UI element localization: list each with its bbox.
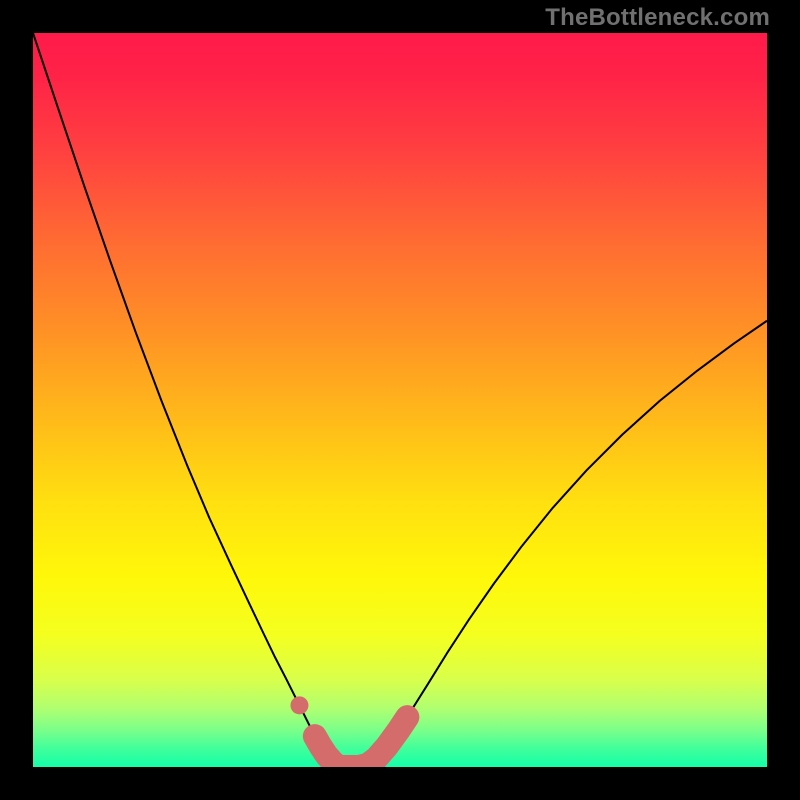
watermark-text: TheBottleneck.com xyxy=(545,4,770,32)
plot-area xyxy=(33,33,767,767)
valley-highlight-dot xyxy=(290,696,308,714)
gradient-background xyxy=(33,33,767,767)
chart-container: TheBottleneck.com xyxy=(0,0,800,800)
plot-svg xyxy=(33,33,767,767)
